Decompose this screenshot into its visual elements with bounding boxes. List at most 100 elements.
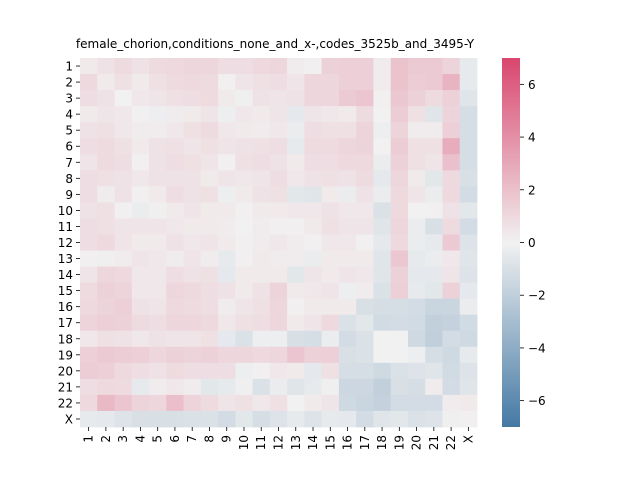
heatmap-cell — [356, 106, 374, 123]
heatmap-cell — [407, 170, 426, 187]
x-tick-label: 2 — [99, 435, 113, 443]
heatmap-cell — [321, 234, 340, 251]
heatmap-cell — [166, 330, 184, 348]
heatmap-cell — [269, 122, 288, 139]
heatmap-cell — [373, 170, 392, 187]
heatmap-cell — [338, 186, 357, 203]
x-tick-label: 6 — [168, 435, 182, 443]
heatmap-cell — [131, 138, 150, 155]
heatmap-cell — [287, 170, 305, 187]
heatmap-cell — [200, 186, 219, 203]
heatmap-cell — [97, 202, 115, 219]
heatmap-cell — [407, 362, 426, 380]
heatmap-cell — [80, 202, 98, 219]
heatmap-cell — [149, 314, 167, 332]
heatmap-cell — [356, 170, 374, 187]
colorbar-tick-label: 4 — [528, 131, 536, 145]
heatmap-cell — [373, 90, 392, 107]
heatmap-cell — [356, 378, 374, 396]
heatmap-cell — [321, 330, 340, 348]
heatmap-cell — [304, 202, 323, 219]
heatmap-cell — [131, 394, 150, 412]
heatmap-cell — [304, 266, 323, 284]
heatmap-cell — [321, 90, 340, 107]
heatmap-cell — [338, 250, 357, 267]
colorbar: −6 −4 −2 0 2 4 6 — [502, 58, 546, 427]
heatmap-cell — [235, 106, 254, 123]
heatmap-cell — [442, 74, 461, 91]
x-axis: 1 2 3 4 5 6 7 8 9 10 11 12 13 14 15 16 17 18 19 20 21 22 X — [82, 427, 475, 450]
heatmap-cell — [252, 378, 271, 396]
heatmap-cell — [183, 154, 202, 171]
heatmap-cell — [166, 282, 184, 300]
heatmap-cell — [304, 298, 323, 316]
heatmap-cell — [321, 218, 340, 235]
x-tick-label: 11 — [254, 435, 268, 450]
heatmap-cell — [200, 298, 219, 316]
heatmap-cell — [200, 250, 219, 267]
heatmap-cell — [269, 266, 288, 284]
heatmap-cell — [252, 266, 271, 284]
heatmap-cell — [235, 266, 254, 284]
heatmap-cell — [149, 186, 167, 203]
heatmap-cell — [459, 106, 478, 123]
heatmap-cell — [407, 266, 426, 284]
heatmap-cell — [287, 74, 305, 91]
heatmap-cell — [235, 378, 254, 396]
heatmap-cell — [183, 266, 202, 284]
heatmap-cell — [390, 250, 409, 267]
heatmap-cell — [200, 74, 219, 91]
heatmap-cell — [149, 330, 167, 348]
heatmap-cell — [269, 410, 288, 428]
heatmap-cell — [114, 106, 133, 123]
y-tick-label: 22 — [58, 396, 73, 410]
heatmap-cell — [131, 362, 150, 380]
heatmap-cell — [390, 282, 409, 300]
heatmap-cell — [304, 106, 323, 123]
heatmap-cell — [149, 58, 167, 75]
heatmap-cell — [114, 378, 133, 396]
heatmap-cell — [97, 314, 115, 332]
heatmap-cell — [252, 410, 271, 428]
heatmap-cell — [166, 298, 184, 316]
heatmap-cell — [235, 314, 254, 332]
heatmap-cell — [235, 58, 254, 75]
heatmap-cell — [149, 298, 167, 316]
heatmap-cell — [338, 90, 357, 107]
heatmap-cell — [218, 202, 236, 219]
x-tick-label: 16 — [341, 435, 355, 450]
heatmap-cell — [235, 410, 254, 428]
heatmap-cell — [114, 266, 133, 284]
heatmap-cell — [80, 234, 98, 251]
heatmap-cell — [97, 410, 115, 428]
heatmap-cell — [459, 282, 478, 300]
heatmap-cell — [287, 410, 305, 428]
heatmap-cell — [131, 346, 150, 364]
heatmap-cell — [166, 394, 184, 412]
heatmap-cell — [321, 74, 340, 91]
heatmap-cell — [114, 90, 133, 107]
heatmap-cell — [425, 106, 443, 123]
colorbar-tick-label: −2 — [528, 289, 546, 303]
heatmap-cell — [442, 410, 461, 428]
heatmap-cell — [97, 250, 115, 267]
heatmap-cell — [338, 266, 357, 284]
heatmap-cell — [425, 186, 443, 203]
heatmap-cell — [97, 170, 115, 187]
heatmap-cell — [183, 362, 202, 380]
heatmap-cell — [97, 266, 115, 284]
heatmap-cell — [442, 154, 461, 171]
heatmap-cell — [131, 330, 150, 348]
heatmap-cell — [183, 298, 202, 316]
heatmap-cell — [269, 250, 288, 267]
heatmap-cell — [287, 282, 305, 300]
heatmap-cell — [338, 410, 357, 428]
heatmap-cell — [114, 282, 133, 300]
y-tick-label: 7 — [65, 156, 73, 170]
heatmap-cell — [407, 202, 426, 219]
heatmap-cell — [114, 314, 133, 332]
heatmap-cell — [131, 250, 150, 267]
heatmap-cell — [356, 250, 374, 267]
heatmap-cell — [373, 362, 392, 380]
